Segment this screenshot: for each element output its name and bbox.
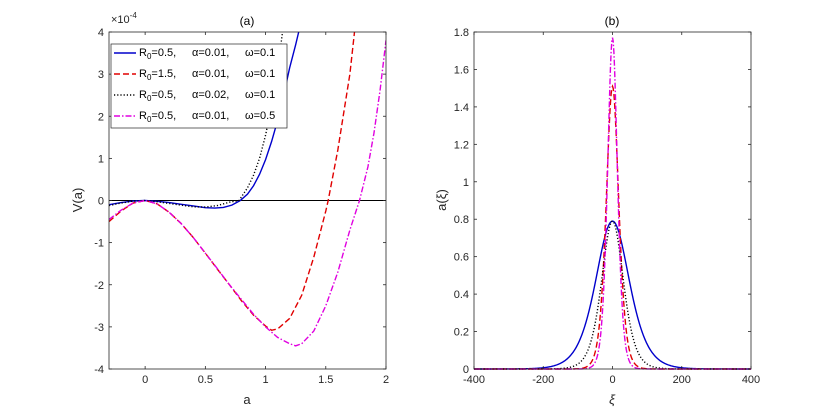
legend-entry: R0=0.5, xyxy=(139,110,176,124)
x-tick-label: -400 xyxy=(463,374,485,386)
y-tick-label: 1.4 xyxy=(454,102,469,114)
legend-entry: R0=0.5, xyxy=(139,47,176,61)
y-tick-label: 1 xyxy=(98,153,104,165)
y-tick-label: 1.6 xyxy=(454,64,469,76)
y-tick-label: 0 xyxy=(463,364,469,376)
x-tick-label: 1.5 xyxy=(318,374,333,386)
legend-omega: ω=0.1 xyxy=(245,47,275,59)
panel-b: -400 -200 0 200 400 0 0.2 0.4 0.6 0.8 1 1.2 1.4 1.6 1.… xyxy=(434,14,760,407)
y-tick-label: -3 xyxy=(94,322,104,334)
y-axis-label-a: V(a) xyxy=(70,188,85,213)
y-axis-label-b: a(ξ) xyxy=(434,189,449,211)
y-tick-label: 4 xyxy=(98,27,104,39)
x-tick-label: -200 xyxy=(532,374,554,386)
x-tick-label: 0 xyxy=(609,374,615,386)
x-tick-label: 400 xyxy=(742,374,760,386)
legend-omega: ω=0.1 xyxy=(245,68,275,80)
series-line xyxy=(109,40,386,347)
panel-b-title: (b) xyxy=(605,14,620,28)
y-tick-label: 0.2 xyxy=(454,327,469,339)
y-tick-label: -4 xyxy=(94,364,104,376)
x-tick-label: 0.5 xyxy=(198,374,213,386)
legend-omega: ω=0.5 xyxy=(245,110,275,122)
y-tick-label: 3 xyxy=(98,69,104,81)
y-tick-label: 0 xyxy=(98,196,104,208)
x-tick-label: 0 xyxy=(142,374,148,386)
legend-alpha: α=0.01, xyxy=(192,47,229,59)
ticks-a: 0 0.5 1 1.5 2 -4 -3 -2 -1 0 1 2 3 4 xyxy=(94,27,389,386)
legend-omega: ω=0.1 xyxy=(245,89,275,101)
x-axis-label-a: a xyxy=(243,392,251,407)
y-tick-label: 0.4 xyxy=(454,289,469,301)
legend-box xyxy=(110,43,288,129)
legend-entry: R0=1.5, xyxy=(139,68,176,82)
series-group-a xyxy=(109,32,386,347)
legend-alpha: α=0.01, xyxy=(192,68,229,80)
y-tick-label: 0.6 xyxy=(454,252,469,264)
y-tick-label: 1.8 xyxy=(454,27,469,39)
ticks-b: -400 -200 0 200 400 0 0.2 0.4 0.6 0.8 1 1.2 1.4 1.6 1.… xyxy=(454,27,760,386)
legend-alpha: α=0.02, xyxy=(192,89,229,101)
y-tick-label: 1.2 xyxy=(454,139,469,151)
x-axis-label-b: ξ xyxy=(609,392,616,407)
exponent-label: ×10-4 xyxy=(111,11,137,26)
y-tick-label: 1 xyxy=(463,177,469,189)
x-tick-label: 2 xyxy=(383,374,389,386)
y-tick-label: -2 xyxy=(94,280,104,292)
legend: R0=0.5, α=0.01, ω=0.1 R0=1.5, α=0.01, ω=0.1 R0… xyxy=(110,43,288,129)
y-tick-label: -1 xyxy=(94,238,104,250)
x-tick-label: 1 xyxy=(263,374,269,386)
plot-area-b xyxy=(474,32,751,369)
legend-alpha: α=0.01, xyxy=(192,110,229,122)
x-tick-label: 200 xyxy=(673,374,691,386)
y-tick-label: 2 xyxy=(98,111,104,123)
exponent-power: -4 xyxy=(130,11,138,20)
series-line xyxy=(109,32,284,208)
y-tick-label: 0.8 xyxy=(454,214,469,226)
legend-entry: R0=0.5, xyxy=(139,89,176,103)
exponent-base: ×10 xyxy=(111,14,130,26)
panel-a-title: (a) xyxy=(240,14,255,28)
